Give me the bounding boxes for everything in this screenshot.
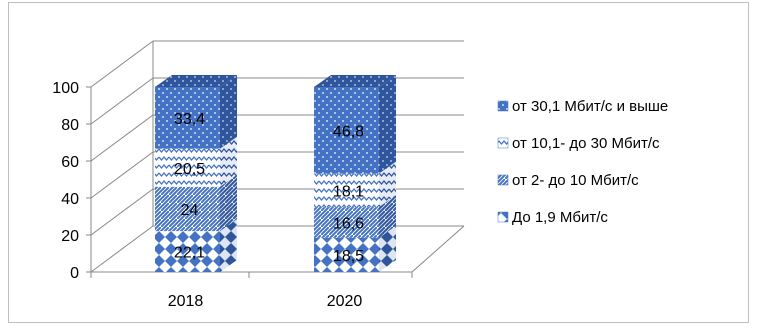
bar-segment bbox=[155, 174, 237, 232]
bar-front bbox=[314, 207, 379, 238]
legend-swatch bbox=[497, 100, 509, 112]
data-label: 46,8 bbox=[333, 123, 364, 140]
legend-item: от 2- до 10 Мбит/с bbox=[497, 172, 639, 189]
bar-front bbox=[155, 231, 220, 272]
legend-label: от 10,1- до 30 Мбит/с bbox=[512, 135, 660, 152]
bar-side bbox=[379, 75, 396, 174]
legend-item: от 30,1 Мбит/с и выше bbox=[497, 98, 668, 115]
legend-label: от 2- до 10 Мбит/с bbox=[512, 172, 639, 189]
bar-segment bbox=[314, 195, 396, 238]
bar-segment bbox=[155, 75, 237, 149]
floor-edge bbox=[411, 225, 465, 273]
y-tick-label: 80 bbox=[61, 117, 79, 134]
data-label: 24 bbox=[181, 202, 199, 219]
gridline-side bbox=[90, 114, 154, 162]
data-label: 18,5 bbox=[333, 248, 364, 265]
legend: от 30,1 Мбит/с и выше от 10,1- до 30 Мбит… bbox=[497, 98, 668, 226]
bar-side bbox=[220, 174, 237, 232]
gridlines bbox=[90, 40, 465, 273]
data-label: 16,6 bbox=[333, 215, 364, 232]
axes: 0 20 40 60 80 100 2018 2020 bbox=[52, 80, 413, 310]
bar-side bbox=[379, 195, 396, 238]
bar-front bbox=[155, 148, 220, 187]
chart-frame: 0 20 40 60 80 100 2018 2020 22,1 24 20,5 33,4 18,5 1… bbox=[8, 2, 749, 323]
bar-segment bbox=[155, 219, 237, 272]
gridline-side bbox=[90, 151, 154, 199]
bar-front bbox=[155, 87, 220, 149]
data-labels: 22,1 24 20,5 33,4 18,5 16,6 18,1 46,8 bbox=[174, 111, 364, 265]
gridline-side bbox=[90, 40, 154, 88]
legend-label: До 1,9 Мбит/с bbox=[512, 209, 608, 226]
stacked-bar-chart: 0 20 40 60 80 100 2018 2020 22,1 24 20,5 33,4 18,5 1… bbox=[52, 40, 668, 310]
bar-side bbox=[379, 161, 396, 208]
y-tick-label: 20 bbox=[61, 228, 79, 245]
y-tick-label: 40 bbox=[61, 191, 79, 208]
y-tick-label: 0 bbox=[70, 265, 79, 282]
legend-swatch bbox=[497, 211, 509, 223]
legend-label: от 30,1 Мбит/с и выше bbox=[512, 98, 668, 115]
gridline-side bbox=[90, 225, 154, 273]
bar-front bbox=[314, 237, 379, 272]
gridline-side bbox=[90, 188, 154, 236]
y-tick-label: 60 bbox=[61, 154, 79, 171]
bar-front bbox=[155, 186, 220, 232]
bar-front bbox=[314, 87, 379, 174]
bars bbox=[155, 75, 396, 272]
bar-side bbox=[220, 136, 237, 187]
bar-side bbox=[220, 75, 237, 149]
bar-segment bbox=[314, 161, 396, 208]
bar-side bbox=[379, 225, 396, 272]
y-tick-label: 100 bbox=[52, 80, 79, 97]
legend-item: До 1,9 Мбит/с bbox=[497, 209, 608, 226]
legend-swatch bbox=[497, 137, 509, 149]
gridline-side bbox=[90, 77, 154, 125]
bar-segment bbox=[314, 225, 396, 272]
x-tick-label: 2018 bbox=[168, 293, 204, 310]
data-label: 20,5 bbox=[174, 161, 205, 178]
bar-front bbox=[314, 173, 379, 208]
x-tick-label: 2020 bbox=[327, 293, 363, 310]
bar-top bbox=[314, 75, 396, 87]
bar-segment bbox=[155, 136, 237, 187]
bar-top bbox=[155, 75, 237, 87]
bar-side bbox=[220, 219, 237, 272]
bar-segment bbox=[314, 75, 396, 174]
data-label: 22,1 bbox=[174, 245, 205, 262]
data-label: 18,1 bbox=[333, 183, 364, 200]
data-label: 33,4 bbox=[174, 111, 205, 128]
legend-item: от 10,1- до 30 Мбит/с bbox=[497, 135, 660, 152]
legend-swatch bbox=[497, 174, 509, 186]
